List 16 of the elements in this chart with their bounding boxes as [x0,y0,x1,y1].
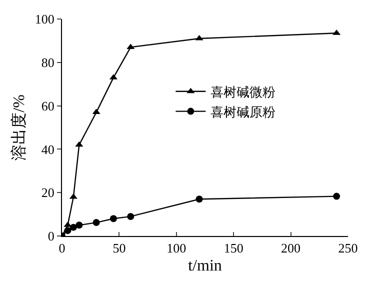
x-tick-label: 100 [166,240,186,256]
x-tick-label: 0 [58,240,66,256]
legend-label: 喜树碱原粉 [210,104,276,120]
y-tick-label: 60 [41,98,54,114]
y-tick-label: 100 [34,12,54,27]
y-tick-label: 0 [48,228,54,244]
x-axis-title: t/min [188,257,222,274]
x-tick-label: 200 [281,240,301,256]
y-axis-title: 溶出度/% [10,94,28,160]
y-tick-label: 40 [41,142,54,157]
y-tick-label: 80 [41,54,54,70]
y-tick-label: 20 [41,185,54,200]
x-tick-label: 250 [338,240,358,256]
x-tick-label: 150 [224,240,244,256]
x-tick-label: 50 [112,240,126,256]
legend-label: 喜树碱微粉 [210,84,276,100]
